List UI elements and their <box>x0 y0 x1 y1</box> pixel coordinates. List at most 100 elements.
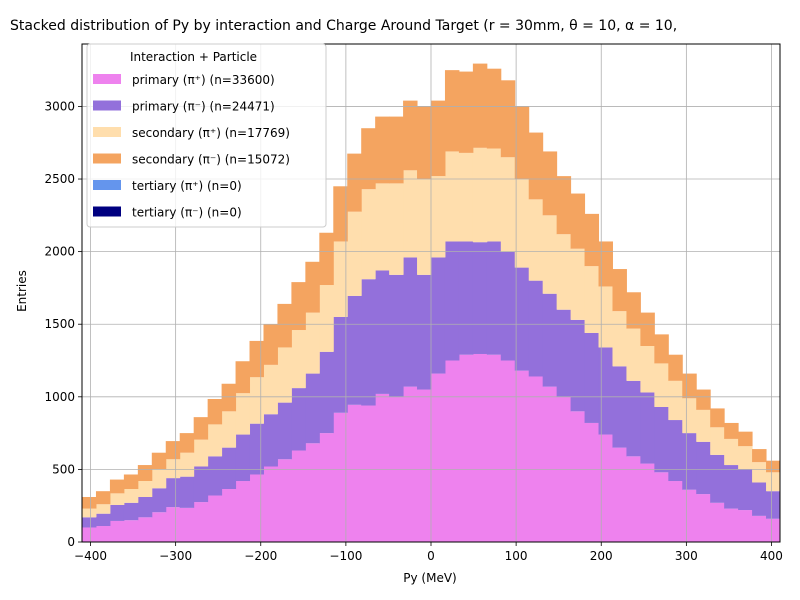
series-2 <box>82 147 781 518</box>
bar-s0-b45 <box>710 502 725 542</box>
bar-s1-b41 <box>654 406 669 473</box>
bar-s1-b28 <box>472 242 488 354</box>
bar-s1-b4 <box>137 496 153 518</box>
legend-label-1: primary (π⁻) (n=24471) <box>132 100 275 114</box>
bar-s2-b39 <box>626 328 641 381</box>
bar-s2-b13 <box>263 364 278 415</box>
bar-s1-b8 <box>193 466 209 503</box>
bar-s1-b24 <box>417 274 432 390</box>
bar-s2-b19 <box>347 211 362 296</box>
bar-s1-b49 <box>766 491 781 519</box>
bar-s1-b1 <box>95 513 111 527</box>
bar-s0-b46 <box>724 508 739 542</box>
bar-s1-b10 <box>221 447 237 490</box>
x-tick-label: −100 <box>329 549 362 563</box>
bar-s0-b12 <box>249 474 264 542</box>
bar-s0-b16 <box>305 443 320 542</box>
bar-s3-b26 <box>444 70 460 152</box>
bar-s0-b15 <box>291 450 306 542</box>
bar-s3-b0 <box>82 496 97 509</box>
bar-s2-b5 <box>151 469 167 489</box>
bar-s2-b25 <box>431 176 446 258</box>
series-1 <box>82 241 781 528</box>
bar-s2-b48 <box>752 462 767 483</box>
bar-s3-b27 <box>458 71 474 153</box>
bar-s0-b47 <box>738 510 753 542</box>
bar-s1-b2 <box>109 504 125 521</box>
bar-s3-b25 <box>431 100 446 177</box>
bar-s3-b15 <box>291 282 306 331</box>
bar-s1-b25 <box>431 257 446 374</box>
legend-label-4: tertiary (π⁺) (n=0) <box>132 179 242 193</box>
y-tick-label: 500 <box>52 462 75 476</box>
bar-s2-b32 <box>528 199 544 281</box>
y-tick-label: 1500 <box>44 317 75 331</box>
bar-s2-b18 <box>333 241 348 317</box>
bar-s0-b42 <box>668 481 683 542</box>
bar-s0-b24 <box>417 389 432 542</box>
x-axis-label: Py (MeV) <box>403 571 456 585</box>
bar-s0-b40 <box>640 463 655 542</box>
bar-s3-b4 <box>137 465 153 482</box>
bar-s2-b12 <box>249 377 264 424</box>
bar-s2-b16 <box>305 312 320 374</box>
bar-s1-b0 <box>82 517 97 528</box>
bar-s2-b44 <box>696 409 711 442</box>
legend-swatch-4 <box>93 180 121 190</box>
bar-s1-b34 <box>556 309 572 397</box>
bar-s3-b11 <box>235 361 251 394</box>
bar-s3-b5 <box>151 452 167 470</box>
y-tick-label: 2500 <box>44 172 75 186</box>
bar-s3-b47 <box>738 431 753 447</box>
bar-s2-b10 <box>221 411 237 448</box>
bar-s3-b46 <box>724 422 739 439</box>
bar-s3-b45 <box>710 408 725 428</box>
bar-s0-b32 <box>528 376 544 542</box>
bar-s3-b48 <box>752 449 767 463</box>
bar-s0-b2 <box>109 520 125 542</box>
bar-s0-b35 <box>570 411 586 542</box>
bar-s3-b8 <box>193 417 209 440</box>
bar-s3-b37 <box>598 241 613 287</box>
bar-s2-b7 <box>179 452 195 477</box>
bar-s1-b46 <box>724 465 739 509</box>
x-tick-label: −200 <box>244 549 277 563</box>
x-tick-label: −400 <box>74 549 107 563</box>
bar-s3-b41 <box>654 334 669 364</box>
bar-s1-b6 <box>165 478 181 508</box>
bar-s0-b31 <box>514 370 530 542</box>
bar-s0-b13 <box>263 466 278 542</box>
bar-s0-b21 <box>375 393 390 542</box>
bar-s3-b18 <box>333 186 348 242</box>
y-axis-label: Entries <box>15 270 29 312</box>
bar-s2-b14 <box>277 347 292 403</box>
bar-s3-b21 <box>375 116 390 184</box>
bar-s1-b38 <box>612 366 627 448</box>
bar-s1-b21 <box>375 270 390 394</box>
bar-s2-b27 <box>458 152 474 242</box>
bar-s3-b28 <box>472 63 488 148</box>
bar-s2-b4 <box>137 481 153 497</box>
x-tick-label: 400 <box>760 549 783 563</box>
bar-s1-b35 <box>570 319 586 412</box>
bar-s0-b30 <box>500 360 516 542</box>
bar-s1-b7 <box>179 476 195 508</box>
bar-s1-b11 <box>235 434 251 482</box>
bar-s1-b15 <box>291 388 306 451</box>
legend-box <box>86 43 327 228</box>
bar-s2-b21 <box>375 183 390 271</box>
bar-s0-b1 <box>95 526 111 542</box>
bar-s0-b19 <box>347 404 362 542</box>
legend-label-3: secondary (π⁻) (n=15072) <box>132 153 290 167</box>
bar-s3-b24 <box>417 106 432 180</box>
bar-s1-b19 <box>347 295 362 405</box>
bar-s2-b40 <box>640 345 655 393</box>
bar-s0-b49 <box>766 518 781 542</box>
plot-area: −400 −300 −200 −100 0 100 200 300 400 0 500 1000 150… <box>44 43 783 563</box>
bar-s3-b1 <box>95 491 111 505</box>
bar-s1-b32 <box>528 280 544 377</box>
bar-s0-b41 <box>654 472 669 542</box>
y-tick-label: 1000 <box>44 390 75 404</box>
bar-s0-b6 <box>165 507 181 542</box>
bar-s1-b22 <box>389 274 404 397</box>
